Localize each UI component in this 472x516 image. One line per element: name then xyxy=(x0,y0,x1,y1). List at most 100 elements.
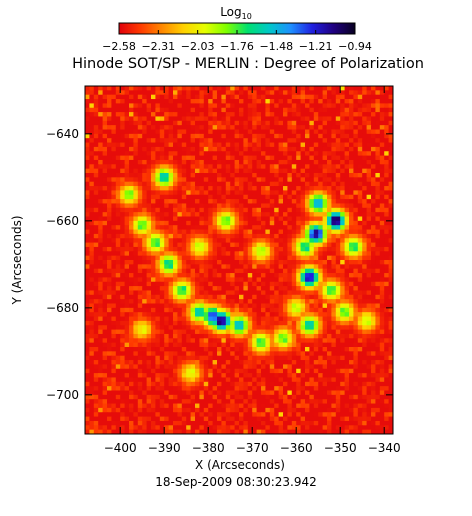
heatmap-cell xyxy=(182,156,187,161)
heatmap-cell xyxy=(301,373,306,378)
heatmap-cell xyxy=(111,208,116,213)
heatmap-cell xyxy=(353,143,358,148)
heatmap-cell xyxy=(375,369,380,374)
heatmap-cell xyxy=(265,143,270,148)
heatmap-cell xyxy=(274,247,279,252)
heatmap-cell xyxy=(98,295,103,300)
heatmap-cell xyxy=(103,386,108,391)
heatmap-cell xyxy=(133,391,138,396)
heatmap-cell xyxy=(362,151,367,156)
heatmap-cell xyxy=(221,382,226,387)
heatmap-cell xyxy=(107,130,112,135)
heatmap-cell xyxy=(265,130,270,135)
heatmap-cell xyxy=(155,269,160,274)
heatmap-cell xyxy=(331,391,336,396)
heatmap-cell xyxy=(318,103,323,108)
heatmap-cell xyxy=(362,134,367,139)
heatmap-cell xyxy=(327,147,332,152)
heatmap-cell xyxy=(301,190,306,195)
heatmap-cell xyxy=(279,99,284,104)
heatmap-cell xyxy=(103,190,108,195)
heatmap-cell xyxy=(375,356,380,361)
heatmap-cell xyxy=(314,256,319,261)
heatmap-cell xyxy=(230,269,235,274)
heatmap-cell xyxy=(336,195,341,200)
heatmap-cell xyxy=(353,334,358,339)
heatmap-cell xyxy=(362,264,367,269)
heatmap-cell xyxy=(230,325,235,330)
heatmap-cell xyxy=(133,212,138,217)
heatmap-cell xyxy=(103,260,108,265)
heatmap-cell xyxy=(261,212,266,217)
heatmap-cell xyxy=(147,195,152,200)
heatmap-cell xyxy=(213,182,218,187)
heatmap-cell xyxy=(314,382,319,387)
heatmap-cell xyxy=(173,230,178,235)
heatmap-cell xyxy=(133,173,138,178)
heatmap-cell xyxy=(230,86,235,91)
heatmap-cell xyxy=(103,169,108,174)
heatmap-cell xyxy=(265,260,270,265)
heatmap-cell xyxy=(287,347,292,352)
heatmap-cell xyxy=(309,125,314,130)
heatmap-cell xyxy=(358,103,363,108)
heatmap-cell xyxy=(182,177,187,182)
heatmap-cell xyxy=(217,277,222,282)
heatmap-cell xyxy=(120,260,125,265)
heatmap-cell xyxy=(107,386,112,391)
heatmap-cell xyxy=(340,364,345,369)
heatmap-cell xyxy=(191,377,196,382)
heatmap-cell xyxy=(296,95,301,100)
heatmap-cell xyxy=(160,360,165,365)
heatmap-cell xyxy=(327,351,332,356)
heatmap-cell xyxy=(371,234,376,239)
heatmap-cell xyxy=(160,256,165,261)
heatmap-cell xyxy=(142,90,147,95)
heatmap-cell xyxy=(217,182,222,187)
heatmap-cell xyxy=(133,312,138,317)
heatmap-cell xyxy=(125,290,130,295)
heatmap-cell xyxy=(195,199,200,204)
heatmap-cell xyxy=(349,234,354,239)
heatmap-cell xyxy=(89,247,94,252)
heatmap-cell xyxy=(204,369,209,374)
heatmap-cell xyxy=(103,343,108,348)
heatmap-cell xyxy=(151,256,156,261)
heatmap-cell xyxy=(195,230,200,235)
heatmap-cell xyxy=(327,121,332,126)
heatmap-cell xyxy=(195,86,200,91)
heatmap-cell xyxy=(340,151,345,156)
heatmap-cell xyxy=(111,169,116,174)
heatmap-cell xyxy=(257,290,262,295)
heatmap-cell xyxy=(195,143,200,148)
heatmap-cell xyxy=(362,95,367,100)
heatmap-cell xyxy=(142,177,147,182)
heatmap-cell xyxy=(371,90,376,95)
heatmap-cell xyxy=(349,221,354,226)
heatmap-cell xyxy=(195,312,200,317)
heatmap-cell xyxy=(125,208,130,213)
heatmap-cell xyxy=(204,334,209,339)
heatmap-cell xyxy=(107,108,112,113)
heatmap-cell xyxy=(305,156,310,161)
heatmap-cell xyxy=(314,317,319,322)
heatmap-cell xyxy=(177,256,182,261)
heatmap-cell xyxy=(129,103,134,108)
heatmap-cell xyxy=(318,164,323,169)
heatmap-cell xyxy=(111,160,116,165)
heatmap-cell xyxy=(292,321,297,326)
heatmap-cell xyxy=(380,186,385,191)
heatmap-cell xyxy=(169,260,174,265)
heatmap-cell xyxy=(169,373,174,378)
heatmap-cell xyxy=(111,325,116,330)
heatmap-cell xyxy=(375,382,380,387)
heatmap-cell xyxy=(331,116,336,121)
heatmap-cell xyxy=(221,369,226,374)
heatmap-cell xyxy=(186,199,191,204)
heatmap-cell xyxy=(199,95,204,100)
heatmap-cell xyxy=(283,317,288,322)
heatmap-cell xyxy=(353,330,358,335)
heatmap-cell xyxy=(292,151,297,156)
heatmap-cell xyxy=(305,169,310,174)
heatmap-cell xyxy=(120,304,125,309)
